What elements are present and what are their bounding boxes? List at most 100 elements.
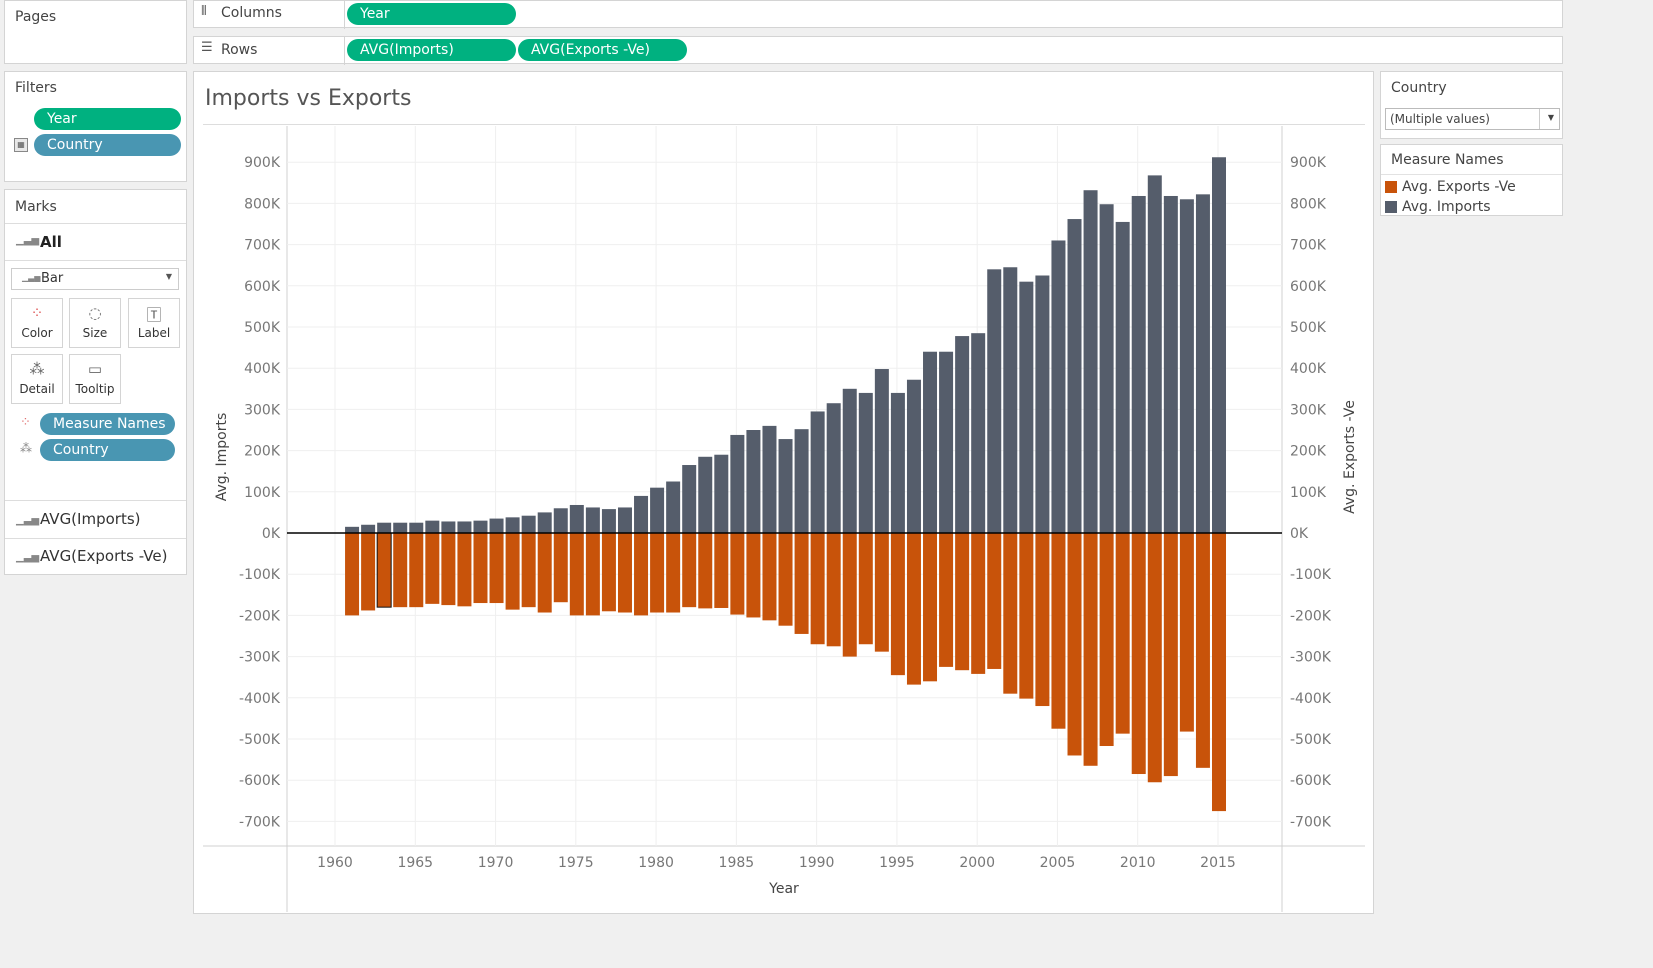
exports-bar-2010[interactable] [1131,533,1146,775]
imports-bar-2006[interactable] [1067,219,1082,533]
imports-bar-1966[interactable] [425,520,440,533]
exports-bar-1984[interactable] [714,533,729,608]
imports-bar-1998[interactable] [939,351,954,533]
imports-bar-2014[interactable] [1195,194,1210,533]
exports-bar-1977[interactable] [601,533,616,612]
imports-bar-1964[interactable] [393,522,408,533]
imports-bar-2010[interactable] [1131,195,1146,533]
columns-shelf[interactable]: ⦀ Columns Year [193,0,1563,29]
imports-bar-1993[interactable] [858,392,873,533]
imports-bar-1983[interactable] [698,456,713,533]
imports-bar-2008[interactable] [1099,204,1114,533]
imports-bar-1995[interactable] [890,392,905,533]
exports-bar-1978[interactable] [617,533,632,613]
imports-bar-1989[interactable] [794,429,809,533]
exports-bar-1998[interactable] [939,533,954,667]
exports-bar-1980[interactable] [650,533,665,613]
imports-bar-2012[interactable] [1163,195,1178,533]
exports-bar-1996[interactable] [906,533,921,685]
imports-bar-1975[interactable] [569,504,584,533]
imports-bar-1978[interactable] [617,507,632,533]
imports-bar-2003[interactable] [1019,281,1034,533]
exports-bar-2009[interactable] [1115,533,1130,734]
exports-bar-1988[interactable] [778,533,793,626]
imports-bar-1961[interactable] [345,526,360,533]
imports-bar-2002[interactable] [1003,267,1018,533]
marks-country-pill[interactable]: Country [40,439,175,461]
exports-bar-2003[interactable] [1019,533,1034,699]
marks-all-label[interactable]: All [40,233,62,251]
exports-bar-1972[interactable] [521,533,536,608]
exports-bar-2012[interactable] [1163,533,1178,777]
imports-bar-2009[interactable] [1115,221,1130,533]
exports-bar-1994[interactable] [874,533,889,652]
imports-bar-1984[interactable] [714,454,729,533]
exports-bar-2007[interactable] [1083,533,1098,766]
label-button[interactable]: 🅃 Label [128,298,180,348]
size-button[interactable]: ◌ Size [69,298,121,348]
exports-bar-2008[interactable] [1099,533,1114,747]
columns-year-pill[interactable]: Year [347,3,516,25]
imports-bar-2005[interactable] [1051,240,1066,534]
imports-bar-1969[interactable] [473,520,488,533]
imports-bar-1996[interactable] [906,379,921,533]
exports-bar-1969[interactable] [473,533,488,604]
marks-measure-names-pill[interactable]: Measure Names [40,413,175,435]
exports-bar-2014[interactable] [1195,533,1210,768]
exports-bar-1989[interactable] [794,533,809,634]
exports-bar-1970[interactable] [489,533,504,604]
filter-year-pill[interactable]: Year [34,108,181,130]
exports-bar-1981[interactable] [666,533,681,613]
imports-bar-1962[interactable] [361,524,376,533]
imports-bar-1971[interactable] [505,517,520,533]
color-button[interactable]: ⁘ Color [11,298,63,348]
imports-bar-1980[interactable] [650,487,665,533]
exports-bar-1990[interactable] [810,533,825,645]
rows-exports-pill[interactable]: AVG(Exports -Ve) [518,39,687,61]
exports-bar-1976[interactable] [585,533,600,616]
detail-button[interactable]: ⁂ Detail [11,354,63,404]
exports-bar-1993[interactable] [858,533,873,645]
exports-bar-1983[interactable] [698,533,713,609]
imports-bar-1988[interactable] [778,439,793,533]
imports-bar-1965[interactable] [409,522,424,533]
country-filter-dropdown[interactable]: (Multiple values) ▼ [1385,108,1560,130]
exports-bar-2011[interactable] [1147,533,1162,783]
pages-panel[interactable]: Pages [4,0,187,64]
imports-bar-1968[interactable] [457,521,472,533]
exports-bar-1964[interactable] [393,533,408,608]
tooltip-button[interactable]: ▭ Tooltip [69,354,121,404]
imports-bar-1997[interactable] [923,351,938,533]
imports-bar-1979[interactable] [634,495,649,533]
imports-bar-1991[interactable] [826,403,841,533]
exports-bar-2013[interactable] [1179,533,1194,732]
imports-bar-1976[interactable] [585,507,600,533]
mark-type-dropdown[interactable]: ▁▃▅ Bar ▼ [11,268,179,290]
exports-bar-1962[interactable] [361,533,376,611]
exports-bar-1995[interactable] [890,533,905,676]
exports-bar-1982[interactable] [682,533,697,608]
imports-bar-1990[interactable] [810,411,825,533]
exports-bar-1966[interactable] [425,533,440,604]
exports-bar-1971[interactable] [505,533,520,610]
imports-bar-1974[interactable] [553,508,568,533]
imports-bar-2011[interactable] [1147,175,1162,533]
imports-bar-1973[interactable] [537,512,552,533]
imports-bar-1999[interactable] [955,336,970,533]
exports-bar-1991[interactable] [826,533,841,647]
exports-bar-1965[interactable] [409,533,424,608]
exports-bar-1974[interactable] [553,533,568,603]
exports-bar-2004[interactable] [1035,533,1050,707]
imports-bar-1985[interactable] [730,434,745,533]
exports-bar-1987[interactable] [762,533,777,621]
exports-bar-1997[interactable] [923,533,938,682]
marks-exports-card[interactable]: AVG(Exports -Ve) [40,547,168,565]
imports-bar-1981[interactable] [666,481,681,534]
imports-bar-1986[interactable] [746,430,761,533]
imports-bar-1992[interactable] [842,388,857,533]
rows-shelf[interactable]: ☰ Rows AVG(Imports) AVG(Exports -Ve) [193,36,1563,65]
exports-bar-1999[interactable] [955,533,970,671]
exports-bar-2005[interactable] [1051,533,1066,729]
exports-bar-1986[interactable] [746,533,761,618]
imports-bar-1977[interactable] [601,509,616,533]
